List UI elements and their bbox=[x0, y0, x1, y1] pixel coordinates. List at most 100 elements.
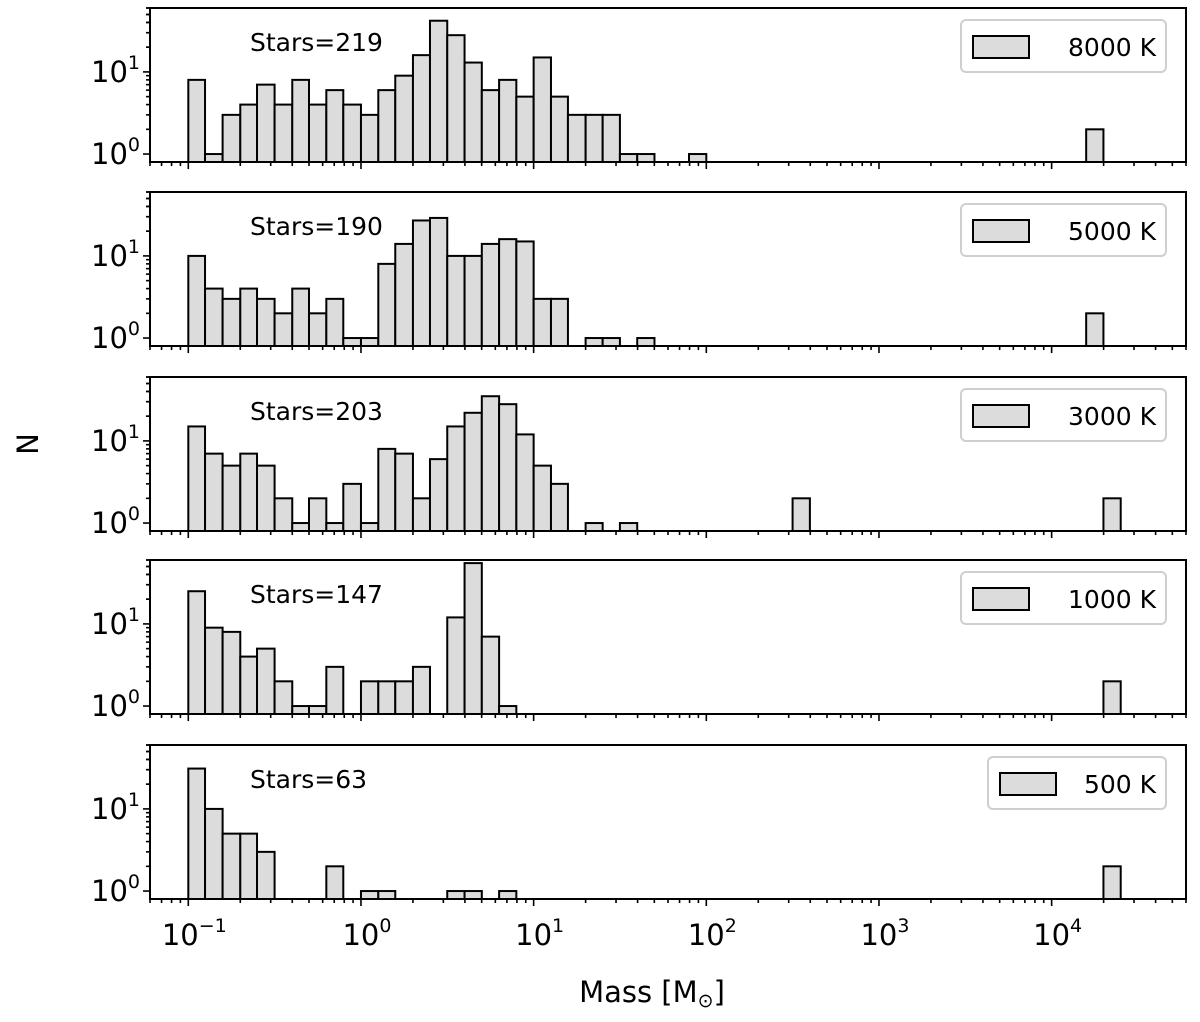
bar bbox=[256, 464, 276, 532]
bar bbox=[273, 103, 294, 163]
tick-base: 10 bbox=[1033, 918, 1070, 952]
bar bbox=[325, 297, 345, 347]
legend-label: 5000 K bbox=[1068, 217, 1157, 246]
bar bbox=[325, 665, 345, 715]
bar bbox=[359, 113, 380, 163]
bar bbox=[291, 78, 310, 163]
bar bbox=[636, 337, 656, 347]
bar bbox=[359, 522, 380, 532]
bar bbox=[239, 103, 259, 163]
x-axis-label-close: ] bbox=[714, 975, 725, 1009]
bar bbox=[515, 95, 535, 163]
bar bbox=[411, 497, 431, 532]
bar bbox=[377, 262, 397, 348]
x-tick-labels: 10−1 100 101 102 103 104 bbox=[162, 915, 1082, 952]
legend-swatch bbox=[999, 772, 1057, 796]
bar bbox=[204, 153, 224, 163]
bar bbox=[601, 113, 621, 163]
legend-swatch bbox=[972, 35, 1030, 59]
legend-swatch bbox=[972, 219, 1030, 243]
legend-label: 3000 K bbox=[1068, 402, 1157, 431]
bar bbox=[515, 433, 535, 532]
bar bbox=[377, 680, 397, 716]
bar bbox=[1102, 865, 1122, 901]
bar bbox=[428, 19, 449, 163]
tick-exponent: 2 bbox=[725, 915, 737, 937]
bar bbox=[239, 832, 259, 900]
y-tick-label: 100 bbox=[91, 871, 140, 908]
bar bbox=[1102, 680, 1122, 716]
bar bbox=[239, 452, 259, 532]
tick-exponent: 0 bbox=[128, 871, 140, 893]
bar bbox=[204, 626, 224, 715]
bar bbox=[273, 497, 294, 532]
bar bbox=[498, 78, 518, 163]
tick-exponent: 3 bbox=[897, 915, 909, 937]
bar bbox=[688, 153, 708, 163]
bar bbox=[187, 78, 207, 163]
bar bbox=[566, 113, 587, 163]
tick-exponent: 0 bbox=[128, 134, 140, 156]
bar bbox=[394, 74, 414, 163]
bar bbox=[377, 89, 397, 163]
bar bbox=[256, 297, 276, 347]
bar bbox=[325, 89, 345, 163]
bar bbox=[187, 767, 207, 900]
y-tick-label: 101 bbox=[91, 789, 140, 826]
bar bbox=[584, 113, 604, 163]
tick-exponent: 0 bbox=[379, 915, 391, 937]
bar bbox=[307, 497, 328, 532]
bar bbox=[394, 242, 414, 347]
stars-annotation: Stars=190 bbox=[250, 212, 383, 241]
tick-exponent: 0 bbox=[128, 503, 140, 525]
bar bbox=[636, 153, 656, 163]
bar bbox=[256, 850, 276, 900]
x-tick-label: 100 bbox=[342, 915, 391, 952]
bar bbox=[1102, 497, 1122, 532]
bar bbox=[187, 425, 207, 532]
bar bbox=[256, 647, 276, 715]
tick-base: 10 bbox=[91, 874, 128, 908]
x-tick-label: 101 bbox=[515, 915, 564, 952]
bar bbox=[498, 403, 518, 533]
tick-base: 10 bbox=[91, 689, 128, 723]
tick-base: 10 bbox=[91, 137, 128, 171]
tick-base: 10 bbox=[162, 918, 199, 952]
bar bbox=[791, 497, 811, 532]
legend-swatch bbox=[972, 404, 1030, 428]
bar bbox=[221, 630, 242, 715]
bar bbox=[291, 287, 310, 347]
bar bbox=[463, 562, 483, 715]
bar bbox=[480, 89, 501, 163]
bar bbox=[411, 665, 431, 715]
tick-exponent: 1 bbox=[128, 789, 140, 811]
tick-base: 10 bbox=[91, 321, 128, 355]
tick-base: 10 bbox=[91, 55, 128, 89]
bar bbox=[549, 95, 569, 163]
bar bbox=[221, 464, 242, 532]
tick-base: 10 bbox=[91, 506, 128, 540]
bar bbox=[273, 312, 294, 347]
tick-base: 10 bbox=[860, 918, 897, 952]
tick-exponent: 0 bbox=[128, 318, 140, 340]
solar-mass-symbol: ⊙ bbox=[698, 990, 714, 1012]
bar bbox=[480, 635, 501, 715]
bar bbox=[480, 242, 501, 347]
bar bbox=[394, 680, 414, 716]
stars-annotation: Stars=203 bbox=[250, 397, 383, 426]
legend-swatch bbox=[972, 587, 1030, 611]
bar bbox=[549, 482, 569, 532]
tick-exponent: −1 bbox=[199, 915, 227, 937]
bar bbox=[428, 216, 449, 347]
bar bbox=[239, 655, 259, 715]
bar bbox=[342, 103, 362, 163]
bar bbox=[498, 705, 518, 715]
bar bbox=[204, 287, 224, 347]
x-tick-label: 104 bbox=[1033, 915, 1082, 952]
bar bbox=[359, 337, 380, 347]
bar bbox=[359, 890, 380, 900]
